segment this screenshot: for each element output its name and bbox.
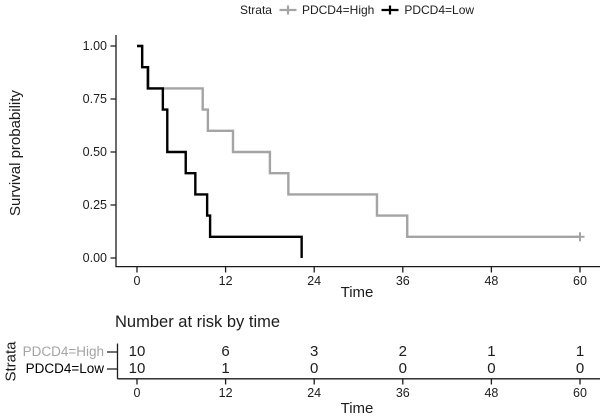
x-tick-label: 48 <box>484 274 499 288</box>
legend-title: Strata <box>239 3 272 17</box>
censor-line-low-icon <box>381 5 399 15</box>
risk-table-x-tick-label: 24 <box>307 386 322 400</box>
x-tick-label: 12 <box>218 274 233 288</box>
risk-count: 0 <box>487 360 496 377</box>
risk-count: 1 <box>575 343 585 360</box>
risk-count: 1 <box>487 343 496 360</box>
risk-count: 3 <box>310 343 319 360</box>
legend-item-high: PDCD4=High <box>279 3 374 17</box>
censor-line-high-icon <box>279 5 297 15</box>
x-tick-label: 60 <box>573 274 587 288</box>
risk-count: 10 <box>128 360 146 377</box>
y-tick-label: 1.00 <box>82 39 107 53</box>
km-curve-high <box>137 44 580 238</box>
legend: Strata PDCD4=High PDCD4=Low <box>114 1 600 19</box>
risk-table-x-tick-label: 0 <box>133 386 141 400</box>
legend-item-label: PDCD4=High <box>301 3 375 17</box>
risk-table-x-ticks <box>136 379 581 385</box>
risk-table-x-tick-label: 48 <box>484 386 499 400</box>
km-curve-low <box>137 44 303 258</box>
risk-table-x-tick-label: 12 <box>218 386 233 400</box>
y-axis-ticks <box>110 45 116 259</box>
risk-table-title: Number at risk by time <box>115 313 281 331</box>
risk-count: 0 <box>575 360 585 377</box>
risk-table-x-tick-label: 36 <box>395 386 410 400</box>
y-tick-label: 0.75 <box>82 92 107 106</box>
legend-item-label: PDCD4=Low <box>404 3 475 17</box>
x-tick-label: 36 <box>395 274 410 288</box>
risk-count: 0 <box>310 360 319 377</box>
risk-count: 10 <box>128 343 146 360</box>
risk-table-x-axis-title: Time <box>340 400 374 417</box>
x-tick-label: 24 <box>307 274 322 288</box>
y-tick-label: 0.25 <box>82 198 107 212</box>
x-tick-label: 0 <box>133 274 141 288</box>
y-tick-label: 0.50 <box>82 145 107 159</box>
risk-table-x-tick-label: 60 <box>573 386 587 400</box>
y-axis-title: Survival probability <box>7 90 24 216</box>
censor-mark <box>575 232 585 242</box>
risk-row-label-low: PDCD4=Low <box>25 361 104 376</box>
risk-row-label-high: PDCD4=High <box>22 344 104 359</box>
risk-count: 2 <box>398 343 407 360</box>
risk-count: 1 <box>221 360 230 377</box>
risk-row-ticks <box>107 351 118 370</box>
risk-count: 0 <box>398 360 407 377</box>
x-axis-ticks <box>136 267 581 273</box>
y-tick-label: 0.00 <box>82 251 107 265</box>
legend-item-low: PDCD4=Low <box>381 3 474 17</box>
risk-count: 6 <box>221 343 230 360</box>
x-axis-title: Time <box>340 284 374 301</box>
